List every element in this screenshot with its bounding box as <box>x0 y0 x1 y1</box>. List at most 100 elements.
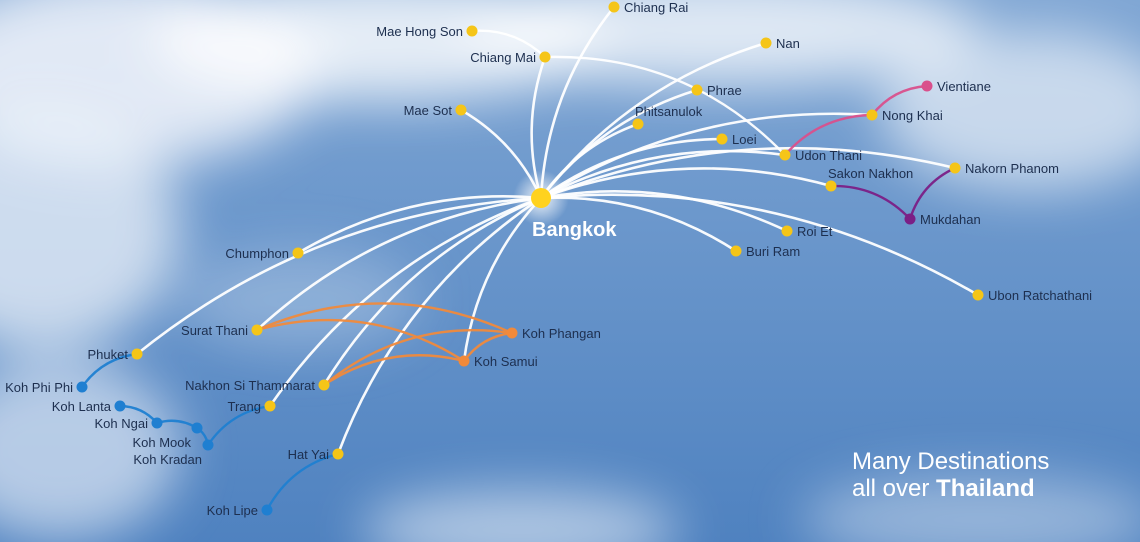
route-bangkok-surat-thani <box>255 196 543 332</box>
dot-phrae[interactable] <box>691 84 703 96</box>
label-nong-khai: Nong Khai <box>882 108 943 123</box>
route-phuket-koh-phi-phi <box>80 352 139 389</box>
label-phitsanulok: Phitsanulok <box>635 104 703 119</box>
label-trang: Trang <box>228 399 261 414</box>
dot-mukdahan[interactable] <box>904 213 916 225</box>
label-chumphon: Chumphon <box>225 246 289 261</box>
label-udon-thani: Udon Thani <box>795 148 862 163</box>
dot-udon-thani[interactable] <box>779 149 791 161</box>
route-nakorn-phanom-mukdahan <box>908 166 957 221</box>
label-loei: Loei <box>732 132 757 147</box>
dot-chiang-mai[interactable] <box>539 51 551 63</box>
label-koh-lipe: Koh Lipe <box>207 503 258 518</box>
route-chiang-mai-udon-thani <box>543 55 787 157</box>
label-koh-phi-phi: Koh Phi Phi <box>5 380 73 395</box>
bangkok-hub-dot[interactable] <box>531 188 551 208</box>
label-sakon-nakhon: Sakon Nakhon <box>828 166 913 181</box>
dot-trang[interactable] <box>264 400 276 412</box>
route-nong-khai-vientiane <box>870 84 929 117</box>
destination-dots <box>76 1 984 516</box>
dot-mae-sot[interactable] <box>455 104 467 116</box>
label-koh-kradan: Koh Kradan <box>133 452 202 467</box>
route-bangkok-hat-yai <box>336 196 543 456</box>
route-surat-thani-koh-phangan <box>255 302 514 335</box>
label-chiang-mai: Chiang Mai <box>470 50 536 65</box>
dot-nan[interactable] <box>760 37 772 49</box>
dot-koh-samui[interactable] <box>458 355 470 367</box>
label-buri-ram: Buri Ram <box>746 244 800 259</box>
route-bangkok-roi-et <box>539 190 789 233</box>
label-phrae: Phrae <box>707 83 742 98</box>
bangkok-label: Bangkok <box>532 219 617 241</box>
tagline-line2-prefix: all over <box>852 475 937 502</box>
dot-hat-yai[interactable] <box>332 448 344 460</box>
route-chiang-mai-mae-hong-son <box>470 29 547 59</box>
route-bangkok-nakorn-phanom <box>539 146 957 200</box>
dot-chumphon[interactable] <box>292 247 304 259</box>
tagline-line2: all over Thailand <box>852 475 1049 502</box>
tagline-highlight: Thailand <box>936 475 1035 502</box>
label-nakorn-phanom: Nakorn Phanom <box>965 161 1059 176</box>
label-mae-sot: Mae Sot <box>404 103 453 118</box>
route-bangkok-phuket <box>135 196 543 356</box>
dot-koh-phangan[interactable] <box>506 327 518 339</box>
label-vientiane: Vientiane <box>937 79 991 94</box>
dot-vientiane[interactable] <box>921 80 933 92</box>
route-udon-thani-nong-khai <box>783 113 874 157</box>
label-phuket: Phuket <box>88 347 129 362</box>
label-ubon-ratchathani: Ubon Ratchathani <box>988 288 1092 303</box>
route-bangkok-udon-thani <box>539 149 787 200</box>
label-nan: Nan <box>776 36 800 51</box>
route-nakhon-si-thammarat-koh-phangan <box>322 328 514 387</box>
label-chiang-rai: Chiang Rai <box>624 0 688 15</box>
dot-chiang-rai[interactable] <box>608 1 620 13</box>
label-mukdahan: Mukdahan <box>920 212 981 227</box>
label-nakhon-si-thammarat: Nakhon Si Thammarat <box>185 378 315 393</box>
label-koh-lanta: Koh Lanta <box>52 399 112 414</box>
dot-ubon-ratchathani[interactable] <box>972 289 984 301</box>
dot-koh-phi-phi[interactable] <box>76 381 88 393</box>
dot-surat-thani[interactable] <box>251 324 263 336</box>
route-nakhon-si-thammarat-koh-samui <box>322 354 466 387</box>
dot-koh-kradan[interactable] <box>202 439 214 451</box>
label-surat-thani: Surat Thani <box>181 323 248 338</box>
label-roi-et: Roi Et <box>797 224 833 239</box>
tagline: Many Destinations all over Thailand <box>852 448 1049 502</box>
label-koh-mook: Koh Mook <box>132 435 191 450</box>
dot-nakorn-phanom[interactable] <box>949 162 961 174</box>
dot-koh-mook[interactable] <box>191 422 203 434</box>
dot-nong-khai[interactable] <box>866 109 878 121</box>
route-surat-thani-koh-samui <box>255 318 466 363</box>
route-bangkok-sakon-nakhon <box>539 167 833 200</box>
route-bangkok-chumphon <box>296 195 543 255</box>
dot-buri-ram[interactable] <box>730 245 742 257</box>
dot-sakon-nakhon[interactable] <box>825 180 837 192</box>
dot-loei[interactable] <box>716 133 728 145</box>
dot-mae-hong-son[interactable] <box>466 25 478 37</box>
dot-roi-et[interactable] <box>781 225 793 237</box>
connecting-routes <box>80 29 957 512</box>
dot-phuket[interactable] <box>131 348 143 360</box>
dot-koh-ngai[interactable] <box>151 417 163 429</box>
dot-koh-lanta[interactable] <box>114 400 126 412</box>
dot-nakhon-si-thammarat[interactable] <box>318 379 330 391</box>
label-hat-yai: Hat Yai <box>288 447 330 462</box>
dot-phitsanulok[interactable] <box>632 118 644 130</box>
route-bangkok-trang <box>268 196 543 408</box>
route-sakon-nakhon-mukdahan <box>829 184 912 221</box>
label-koh-samui: Koh Samui <box>474 354 538 369</box>
route-bangkok-nong-khai <box>539 112 874 200</box>
dot-koh-lipe[interactable] <box>261 504 273 516</box>
label-koh-phangan: Koh Phangan <box>522 326 601 341</box>
route-hat-yai-koh-lipe <box>265 452 340 512</box>
route-bangkok-nakhon-si-thammarat <box>322 196 543 387</box>
destination-labels: Chiang Rai Mae Hong Son Chiang Mai Nan Phrae… <box>5 0 1092 518</box>
route-trang-koh-kradan <box>206 404 272 447</box>
label-koh-ngai: Koh Ngai <box>95 416 149 431</box>
label-mae-hong-son: Mae Hong Son <box>376 24 463 39</box>
tagline-line1: Many Destinations <box>852 448 1050 475</box>
route-bangkok-ubon-ratchathani <box>539 193 980 297</box>
